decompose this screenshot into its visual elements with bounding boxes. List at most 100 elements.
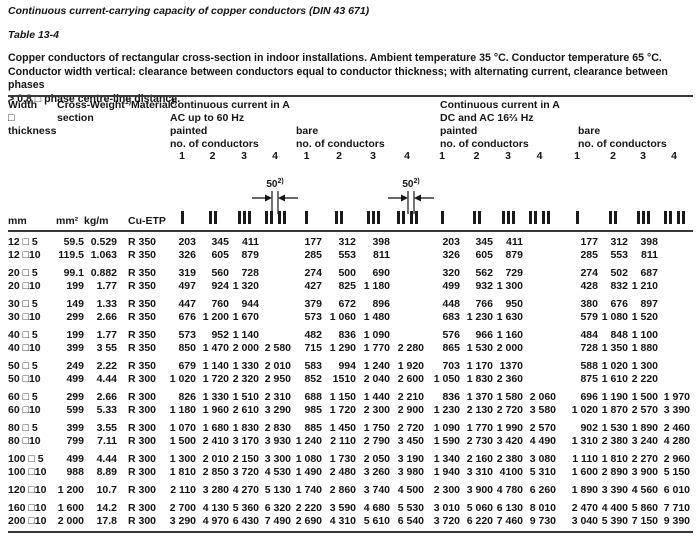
ac-painted-value: 3 170 [232, 435, 259, 447]
symbol-cell [493, 163, 523, 228]
dc-painted-value [523, 249, 556, 262]
dc-bare-value: 2 890 [601, 466, 628, 478]
col-number: 2 [610, 150, 616, 162]
dc-painted-value: 932 [475, 280, 493, 292]
ac-bare-value: 1 740 [295, 484, 322, 496]
weight-cell: 5.33 [96, 404, 117, 416]
dc-bare-value: 1 890 [631, 422, 658, 434]
dc-painted-value: 3 580 [529, 404, 556, 416]
ac-painted-value: 2 010 [202, 453, 229, 465]
ac-painted-value: 1 070 [169, 422, 196, 434]
ac-bare-value: 3 450 [397, 435, 424, 447]
dc-painted-value: 562 [475, 267, 493, 279]
table-row: 30 □ 5 149 1.33 R 350 447 760 944 379 67… [8, 293, 690, 311]
ac-bare-value: 3 190 [397, 453, 424, 465]
table-row: 100 □10 988 8.89 R 300 1 810 2 850 3 720… [8, 466, 690, 479]
ac-painted-value: 203 [178, 236, 196, 248]
dc-bare-value [658, 280, 690, 293]
conductor-arrangement-icon-3 [501, 211, 515, 224]
ac-bare-value: 994 [338, 360, 356, 372]
weight-cell: 17.8 [96, 515, 117, 527]
ac-painted-value: 560 [211, 267, 229, 279]
ac-painted-value: 573 [178, 329, 196, 341]
ac-bare-value: 500 [338, 267, 356, 279]
dc-painted-value: 7 460 [496, 515, 523, 527]
weight-cell: 14.2 [96, 502, 117, 514]
size-cell: 50 □10 [8, 373, 41, 385]
ac-painted-value: 1 140 [202, 360, 229, 372]
ac-painted-value: 447 [178, 298, 196, 310]
ac-bare-value: 2 300 [363, 404, 390, 416]
ac-painted-value: 2 950 [264, 373, 291, 385]
weight-cell: 0.529 [90, 236, 117, 248]
dc-bare-value: 588 [580, 360, 598, 372]
dc-painted-value: 2 730 [466, 435, 493, 447]
conductor-arrangement-icon-2 [609, 211, 617, 224]
size-cell: 80 □ 5 [8, 422, 38, 434]
weight-cell: 2.66 [96, 311, 117, 323]
table-row: 20 □ 5 99.1 0.882 R 350 319 560 728 274 … [8, 262, 690, 280]
dc-bare-value: 687 [640, 267, 658, 279]
symbol-cell [168, 163, 196, 228]
ac-bare-value: 811 [373, 249, 390, 261]
ac-bare-value: 2 900 [397, 404, 424, 416]
material-cell: R 350 [128, 236, 157, 248]
cross-section-cell: 1 200 [57, 484, 84, 496]
material-cell: R 300 [128, 373, 157, 385]
dc-painted-value: 865 [442, 342, 460, 354]
symbol-cell [523, 163, 556, 228]
description-line-1: Copper conductors of rectangular cross-s… [8, 52, 662, 64]
size-cell: 12 □10 [8, 249, 41, 261]
dc-painted-value [523, 373, 556, 386]
ac-bare-value: 688 [304, 391, 322, 403]
header-thickness: thickness [8, 125, 57, 137]
ac-painted-value: 944 [241, 298, 259, 310]
dc-bare-value: 1 970 [663, 391, 690, 403]
ac-painted-value: 1 720 [202, 373, 229, 385]
ac-painted-value: 2 110 [170, 484, 196, 496]
dc-bare-value: 2 570 [631, 404, 658, 416]
ac-painted-value: 924 [211, 280, 229, 292]
header-weight: Weight1) [90, 99, 131, 112]
ac-painted-value: 1 320 [232, 280, 259, 292]
dc-bare-value: 1 100 [631, 329, 658, 341]
dc-bare-value: 2 220 [631, 373, 658, 385]
dc-bare-value: 4 400 [601, 502, 628, 514]
dc-painted-value: 4 490 [529, 435, 556, 447]
header-dc-bare-conductors: no. of conductors [578, 138, 667, 150]
dc-bare-value: 3 240 [631, 435, 658, 447]
dc-painted-value: 1 940 [433, 466, 460, 478]
dc-bare-value: 696 [580, 391, 598, 403]
ac-painted-value: 1 500 [169, 435, 196, 447]
unit-mm2: mm² [56, 215, 79, 227]
ac-bare-value [390, 262, 424, 280]
ac-bare-value: 672 [338, 298, 356, 310]
dc-painted-value: 1 770 [466, 422, 493, 434]
spacer-cell [117, 150, 168, 163]
dc-bare-value: 1 300 [631, 360, 658, 372]
dc-painted-value: 1 830 [466, 373, 493, 385]
dc-bare-value: 1 600 [571, 466, 598, 478]
ac-painted-value: 1 810 [169, 466, 196, 478]
ac-painted-value: 1 830 [232, 422, 259, 434]
ac-painted-value: 345 [211, 236, 229, 248]
dc-bare-value: 902 [580, 422, 598, 434]
dc-bare-value: 484 [580, 329, 598, 341]
cross-section-cell: 59.5 [63, 236, 84, 248]
dc-painted-value: 1 370 [466, 391, 493, 403]
dc-painted-value: 326 [442, 249, 460, 261]
dc-painted-value: 6 130 [496, 502, 523, 514]
dc-bare-value: 1 890 [571, 484, 598, 496]
size-cell: 60 □ 5 [8, 391, 38, 403]
unit-material: Cu-ETP [128, 215, 166, 227]
ac-painted-value: 728 [241, 267, 259, 279]
weight-cell: 8.89 [96, 466, 117, 478]
ac-painted-value: 6 430 [232, 515, 259, 527]
dc-bare-value: 428 [580, 280, 598, 292]
cross-section-cell: 199 [66, 329, 84, 341]
dc-bare-value: 2 960 [663, 453, 690, 465]
size-cell: 160 □10 [8, 502, 47, 514]
col-number: 4 [671, 150, 677, 162]
ac-bare-value: 1 180 [363, 280, 390, 292]
dc-bare-value: 1 210 [631, 280, 658, 292]
